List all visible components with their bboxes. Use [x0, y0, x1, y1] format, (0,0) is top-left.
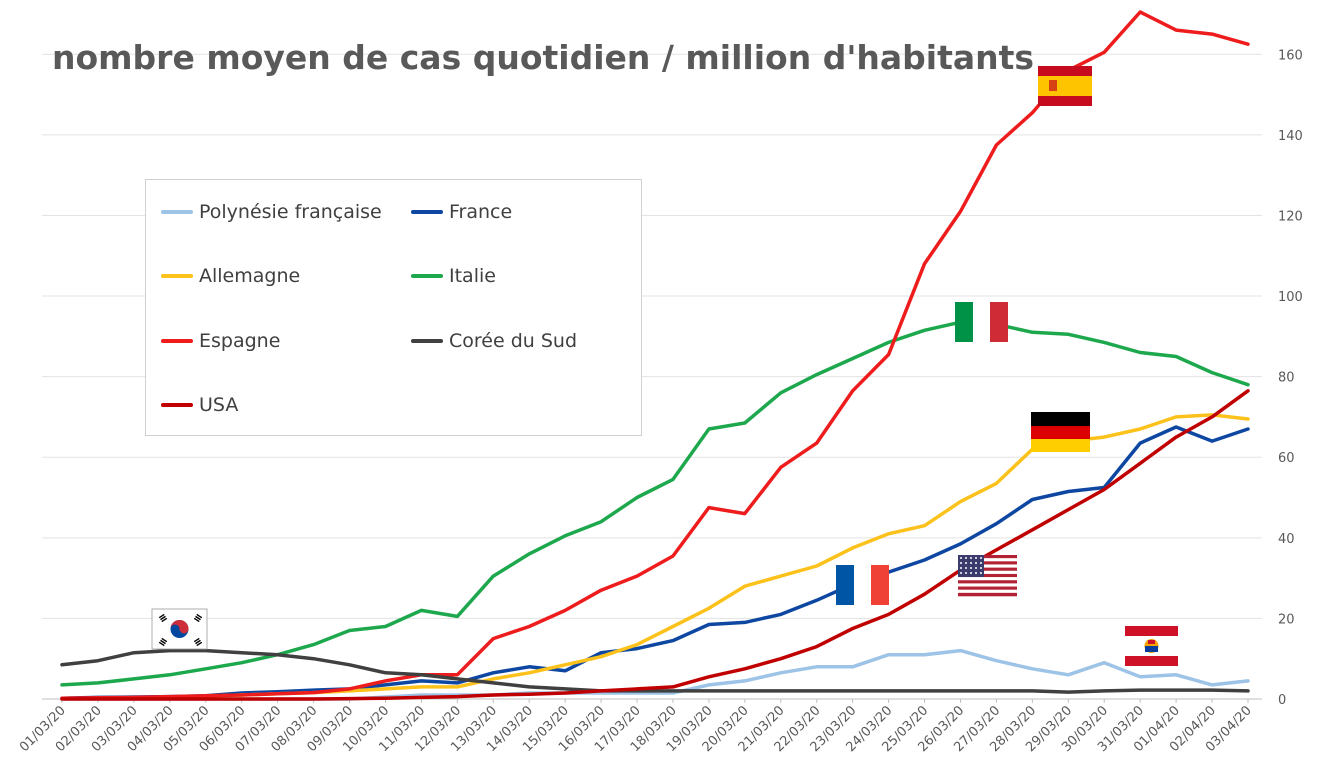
- y-tick-label: 60: [1278, 451, 1295, 466]
- y-tick-label: 20: [1278, 612, 1295, 627]
- chart-title: nombre moyen de cas quotidien / million …: [52, 38, 1035, 77]
- legend: Polynésie française France Allemagne Italie…: [145, 179, 642, 436]
- spain-flag: [1038, 66, 1092, 106]
- legend-item: Italie: [411, 262, 496, 290]
- legend-label: USA: [199, 394, 239, 416]
- legend-label: France: [449, 201, 513, 223]
- france-flag: [836, 565, 889, 605]
- legend-label: Allemagne: [199, 265, 301, 287]
- legend-item: Corée du Sud: [411, 327, 577, 355]
- y-tick-label: 0: [1278, 693, 1286, 708]
- legend-item: Espagne: [161, 327, 280, 355]
- series-line-cor-e-du-sud: [60, 648, 1250, 694]
- legend-swatch: [161, 210, 193, 214]
- flags: [151, 66, 1178, 666]
- legend-swatch: [411, 274, 443, 278]
- legend-item: Allemagne: [161, 262, 300, 290]
- legend-item: France: [411, 198, 512, 226]
- y-tick-label: 80: [1278, 371, 1295, 386]
- italy-flag: [955, 302, 1008, 342]
- legend-item: Polynésie française: [161, 198, 382, 226]
- y-axis: 0 20 40 60 80 100 120 140 160: [1278, 48, 1303, 708]
- legend-label: Italie: [449, 265, 496, 287]
- legend-swatch: [411, 339, 443, 343]
- series-line-usa: [60, 389, 1250, 701]
- legend-label: Polynésie française: [199, 201, 382, 223]
- y-tick-label: 120: [1278, 209, 1303, 224]
- y-tick-label: 140: [1278, 129, 1303, 144]
- south-korea-flag: [151, 608, 208, 650]
- legend-swatch: [161, 339, 193, 343]
- y-tick-label: 100: [1278, 290, 1303, 305]
- legend-label: Espagne: [199, 330, 281, 352]
- y-tick-label: 40: [1278, 532, 1295, 547]
- legend-swatch: [161, 403, 193, 407]
- legend-label: Corée du Sud: [449, 330, 578, 352]
- series-line-france: [60, 425, 1250, 700]
- series-line-italie: [60, 320, 1250, 687]
- y-tick-label: 160: [1278, 48, 1303, 63]
- legend-swatch: [161, 274, 193, 278]
- french-polynesia-flag: [1125, 626, 1178, 666]
- legend-item: USA: [161, 391, 238, 419]
- usa-flag: [958, 555, 1017, 597]
- germany-flag: [1031, 412, 1090, 452]
- legend-swatch: [411, 210, 443, 214]
- x-axis: 01/03/2002/03/2003/03/2004/03/2005/03/20…: [17, 699, 1255, 755]
